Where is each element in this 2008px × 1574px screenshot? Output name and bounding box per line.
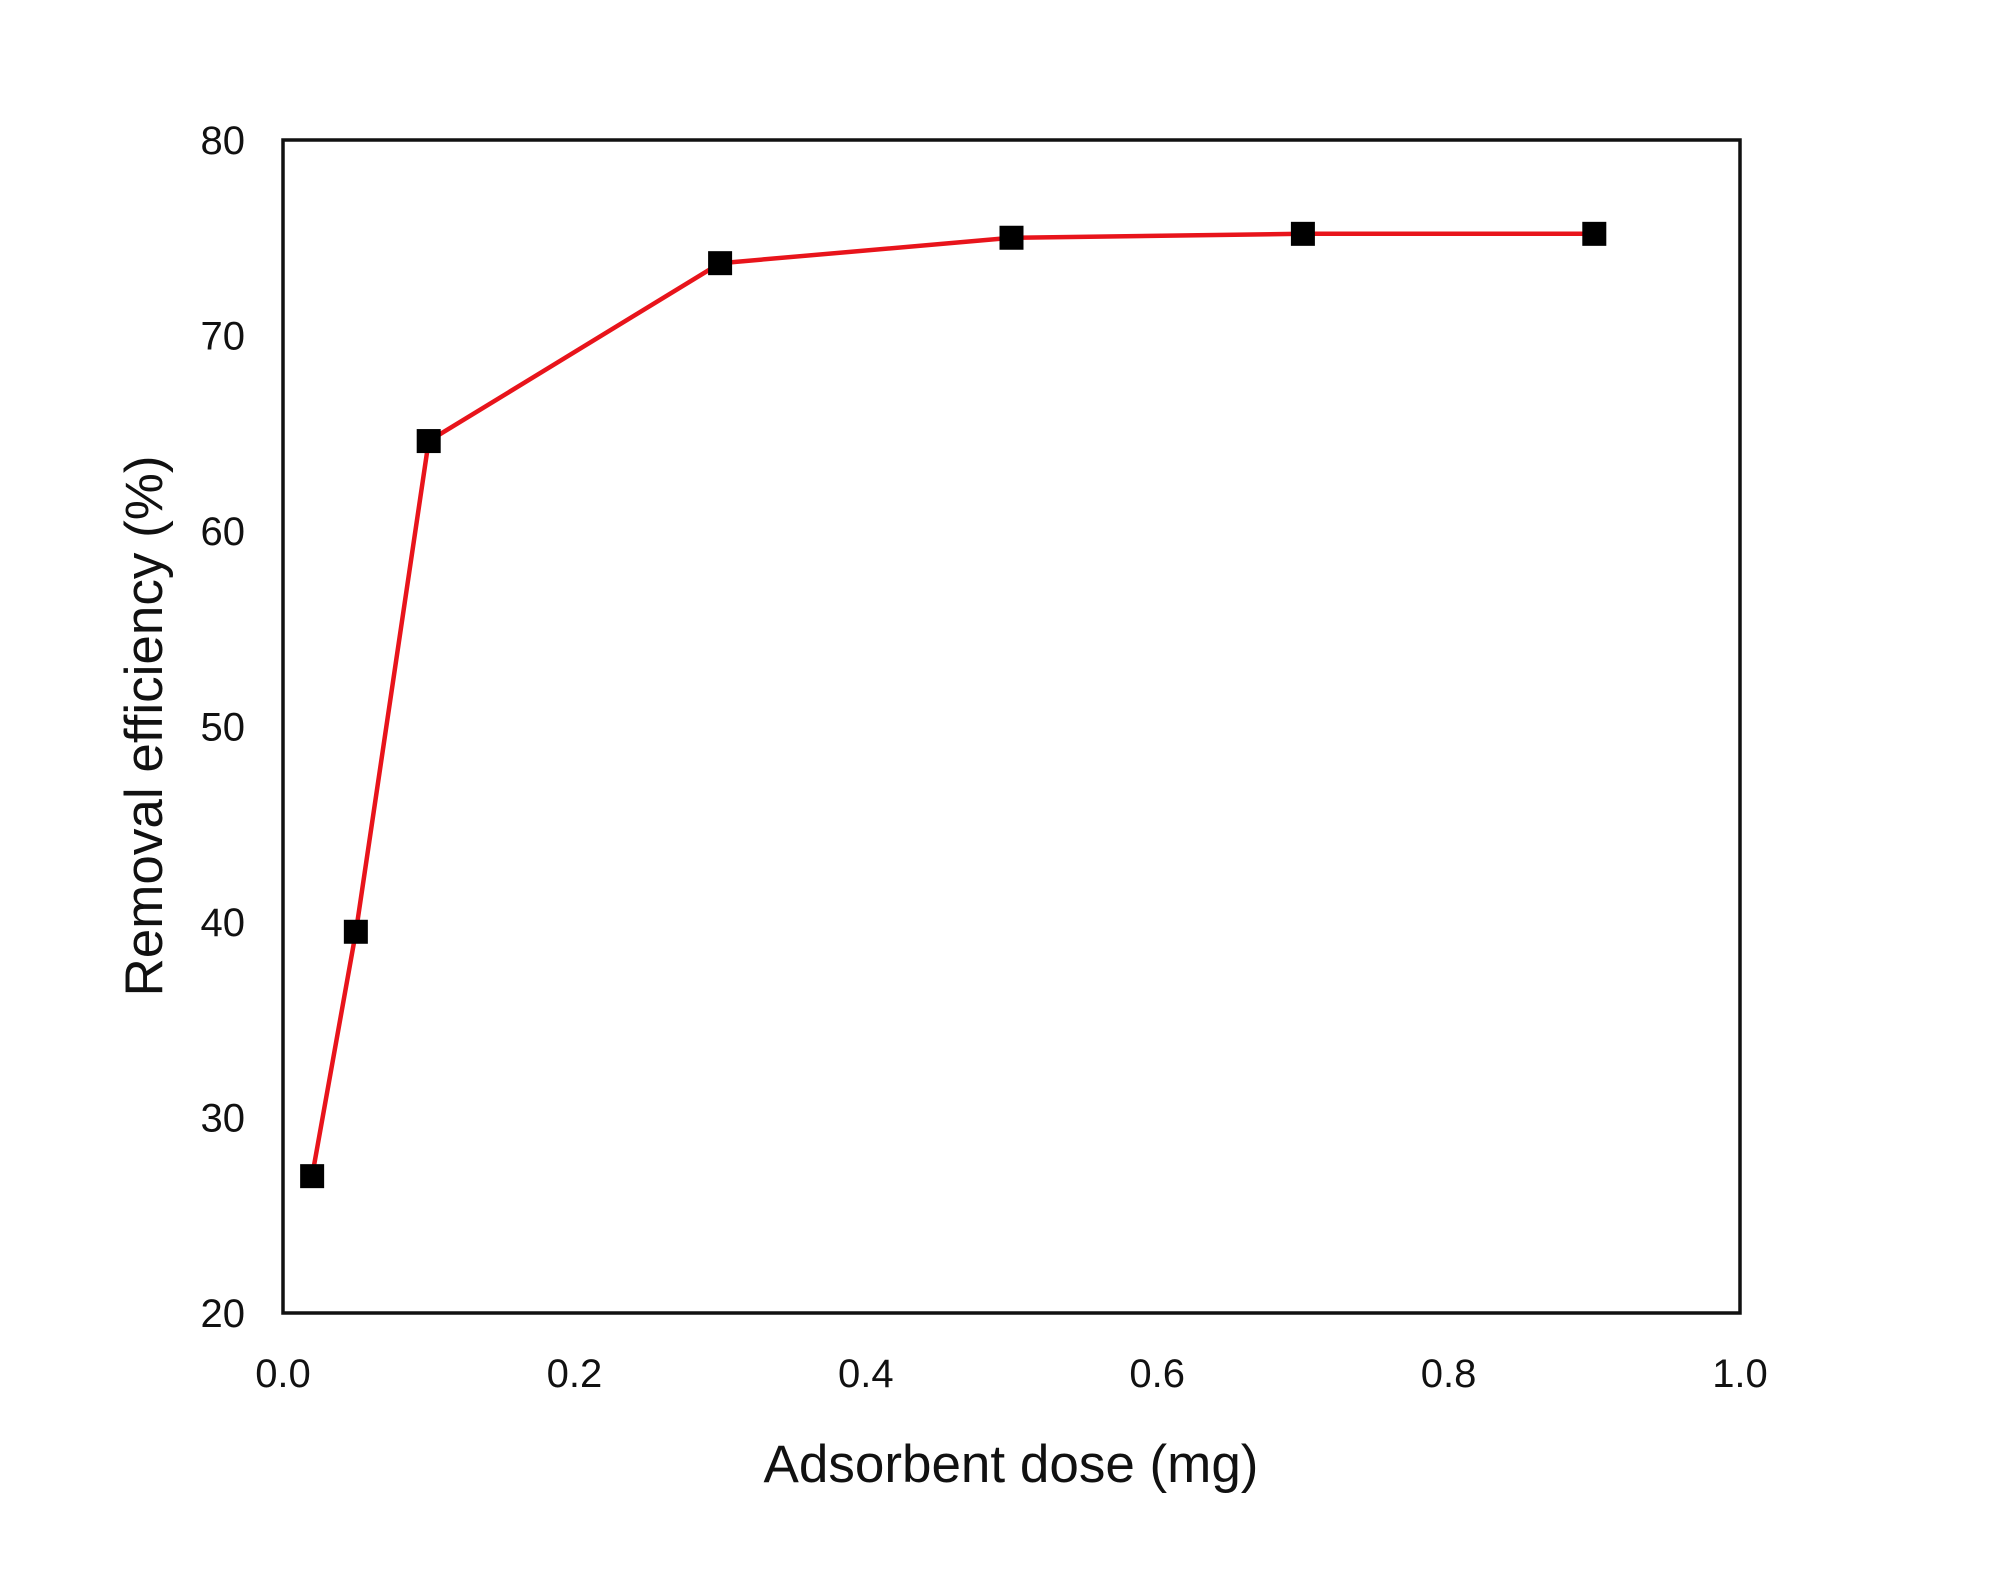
x-tick-label: 1.0 <box>1712 1352 1768 1396</box>
y-tick-label: 40 <box>201 901 246 945</box>
data-point-marker <box>1582 221 1607 246</box>
series-layer <box>300 221 1607 1189</box>
y-tick-label: 50 <box>201 706 246 750</box>
x-tick-label: 0.4 <box>838 1352 894 1396</box>
x-tick-label: 0.0 <box>255 1352 311 1396</box>
data-point-marker <box>708 251 733 276</box>
x-tick-label: 0.8 <box>1421 1352 1477 1396</box>
data-point-marker <box>1290 221 1315 246</box>
x-axis-label: Adsorbent dose (mg) <box>764 1435 1259 1494</box>
data-point-marker <box>300 1164 325 1189</box>
plot-frame <box>281 138 1742 1315</box>
y-tick-label: 60 <box>201 510 246 554</box>
series-line <box>309 231 1595 1177</box>
y-tick-label: 20 <box>201 1292 246 1336</box>
data-point-marker <box>416 429 441 454</box>
y-tick-label: 70 <box>201 315 246 359</box>
x-tick-label: 0.2 <box>547 1352 603 1396</box>
y-tick-label: 80 <box>201 119 246 163</box>
data-point-marker <box>343 919 368 944</box>
y-axis-ticks: 20 30 40 50 60 70 80 <box>201 119 246 1336</box>
y-tick-label: 30 <box>201 1097 246 1141</box>
y-axis-label: Removal efficiency (%) <box>115 456 174 997</box>
x-tick-label: 0.6 <box>1129 1352 1185 1396</box>
data-point-marker <box>999 225 1024 250</box>
x-axis-ticks: 0.0 0.2 0.4 0.6 0.8 1.0 <box>255 1352 1768 1396</box>
